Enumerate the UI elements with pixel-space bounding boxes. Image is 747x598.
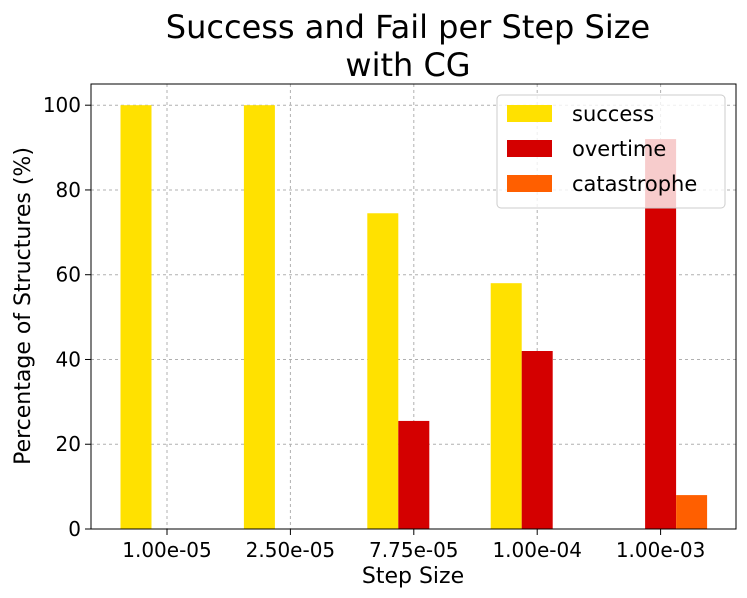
x-tick-label: 1.00e-04 [492,538,582,562]
y-tick-label: 20 [56,432,81,456]
bar-success [367,213,399,529]
x-tick-label: 1.00e-05 [122,538,212,562]
y-tick-label: 40 [56,347,81,371]
legend-label-catastrophe: catastrophe [572,172,697,196]
x-axis-label: Step Size [362,564,464,589]
bar-catastrophe [676,495,708,529]
legend-label-overtime: overtime [572,137,666,161]
bar-success [243,105,275,529]
y-tick-label: 100 [43,93,81,117]
x-axis-ticks: 1.00e-05 2.50e-05 7.75e-05 1.00e-04 1.00e-03 [122,529,705,562]
y-tick-label: 60 [56,263,81,287]
x-tick-label: 7.75e-05 [369,538,459,562]
bar-overtime [521,351,553,529]
bars [120,105,708,529]
legend-swatch-catastrophe [507,175,552,192]
legend-label-success: success [572,102,654,126]
chart-title-line2: with CG [345,46,470,84]
legend-swatch-overtime [507,140,552,157]
x-tick-label: 1.00e-03 [616,538,706,562]
x-tick-label: 2.50e-05 [246,538,336,562]
legend-swatch-success [507,105,552,122]
legend: success overtime catastrophe [496,94,726,209]
chart-title-line1: Success and Fail per Step Size [166,8,650,46]
bar-overtime [398,420,430,529]
bar-success [490,283,522,529]
y-axis-label: Percentage of Structures (%) [11,147,36,465]
bar-success [120,105,152,529]
y-axis-ticks: 0 20 40 60 80 100 [43,93,91,541]
y-tick-label: 80 [56,178,81,202]
legend-box [496,94,726,209]
y-tick-label: 0 [68,517,81,541]
